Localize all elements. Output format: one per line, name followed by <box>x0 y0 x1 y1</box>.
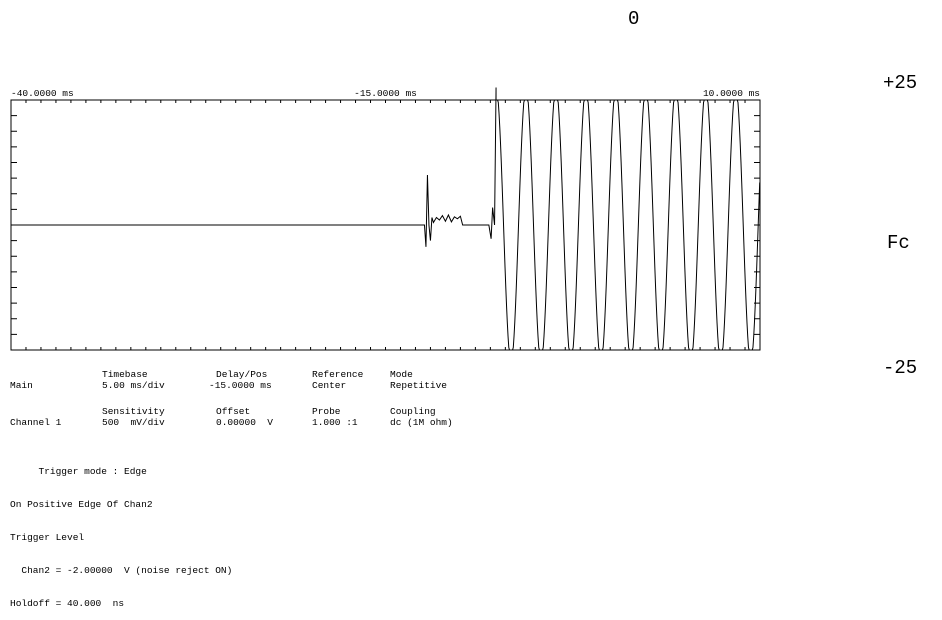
side-scale-middle-label: Fc <box>887 232 910 254</box>
trigger-mode-line: Trigger mode : Edge <box>10 466 147 477</box>
trigger-edge-line: On Positive Edge Of Chan2 <box>10 499 153 510</box>
trigger-level-value: Chan2 = -2.00000 V (noise reject ON) <box>10 565 233 576</box>
offset-header: Offset <box>216 406 251 417</box>
probe-value: 1.000 :1 <box>312 417 358 428</box>
holdoff-line: Holdoff = 40.000 ns <box>10 598 125 609</box>
trigger-level-header: Trigger Level <box>10 532 85 543</box>
probe-header: Probe <box>312 406 341 417</box>
x-tick-label: -15.0000 ms <box>354 88 417 99</box>
side-scale-upper-label: +25 <box>883 72 918 94</box>
offset-value: 0.00000 V <box>216 417 274 428</box>
mode-header: Mode <box>390 369 413 380</box>
timebase-header: Timebase <box>102 369 148 380</box>
timebase-value: 5.00 ms/div <box>102 380 165 391</box>
delay-value: -15.0000 ms <box>209 380 272 391</box>
settings-panel: Timebase Delay/Pos Reference Mode Main 5… <box>10 369 570 459</box>
side-scale-lower-label: -25 <box>883 357 918 379</box>
delay-header: Delay/Pos <box>216 369 268 380</box>
sensitivity-header: Sensitivity <box>102 406 165 417</box>
sensitivity-value: 500 mV/div <box>102 417 165 428</box>
channel-label: Channel 1 <box>10 417 62 428</box>
signal-trace <box>11 87 761 351</box>
side-scale-top-label: 0 <box>628 8 640 30</box>
reference-value: Center <box>312 380 347 391</box>
main-label: Main <box>10 380 33 391</box>
trigger-panel: Trigger mode : Edge On Positive Edge Of … <box>10 444 232 620</box>
reference-header: Reference <box>312 369 364 380</box>
x-tick-label: 10.0000 ms <box>703 88 760 99</box>
x-tick-label: -40.0000 ms <box>11 88 74 99</box>
coupling-header: Coupling <box>390 406 436 417</box>
mode-value: Repetitive <box>390 380 448 391</box>
scope-plot: -40.0000 ms -15.0000 ms 10.0000 ms <box>10 87 761 351</box>
coupling-value: dc (1M ohm) <box>390 417 453 428</box>
